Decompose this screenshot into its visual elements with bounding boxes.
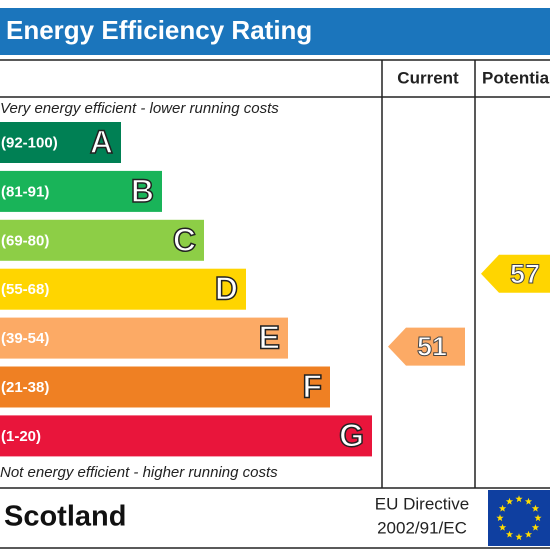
- band: [0, 268, 246, 310]
- country: Scotland: [4, 501, 126, 533]
- band: [0, 317, 288, 359]
- band: [0, 219, 204, 261]
- header-potential: Potential: [482, 68, 550, 87]
- band-letter: A: [90, 124, 113, 160]
- band-letter: E: [259, 320, 280, 356]
- rating-arrow: [481, 254, 550, 293]
- bottom-note: Not energy efficient - higher running co…: [0, 464, 278, 481]
- band-range: (81-91): [1, 183, 49, 200]
- eu-star: [534, 514, 542, 522]
- band-range: (39-54): [1, 330, 49, 347]
- eu-star: [531, 504, 540, 512]
- eu-star: [498, 523, 507, 531]
- band-range: (1-20): [1, 428, 41, 445]
- rating-value: 51: [417, 332, 447, 362]
- header-current: Current: [397, 68, 459, 87]
- rating-value: 57: [510, 259, 540, 289]
- band-letter: F: [302, 368, 322, 404]
- band: [0, 170, 162, 212]
- band: [0, 122, 121, 163]
- band-letter: B: [131, 173, 154, 209]
- band-range: (21-38): [1, 379, 49, 396]
- directive: 2002/91/EC: [377, 518, 467, 537]
- band-range: (92-100): [1, 134, 58, 151]
- eu-stars: [496, 495, 542, 541]
- eu-star: [531, 523, 540, 531]
- title: Energy Efficiency Rating: [6, 15, 312, 45]
- top-note: Very energy efficient - lower running co…: [0, 100, 279, 117]
- eu-star: [505, 497, 514, 505]
- band: [0, 366, 330, 408]
- band: [0, 415, 372, 457]
- band-range: (55-68): [1, 281, 49, 298]
- title-bar: [0, 8, 550, 55]
- band-letter: G: [339, 417, 364, 453]
- band-range: (69-80): [1, 232, 49, 249]
- band-letter: C: [173, 222, 196, 258]
- band-letter: D: [215, 271, 238, 307]
- eu-star: [515, 533, 523, 541]
- eu-star: [524, 497, 533, 505]
- eu-star: [505, 530, 514, 538]
- directive: EU Directive: [375, 494, 469, 513]
- eu-star: [524, 530, 533, 538]
- eu-star: [498, 504, 507, 512]
- frame: [0, 59, 550, 549]
- rating-arrow: [388, 327, 465, 366]
- eu-star: [515, 495, 523, 503]
- eu-star: [496, 514, 504, 522]
